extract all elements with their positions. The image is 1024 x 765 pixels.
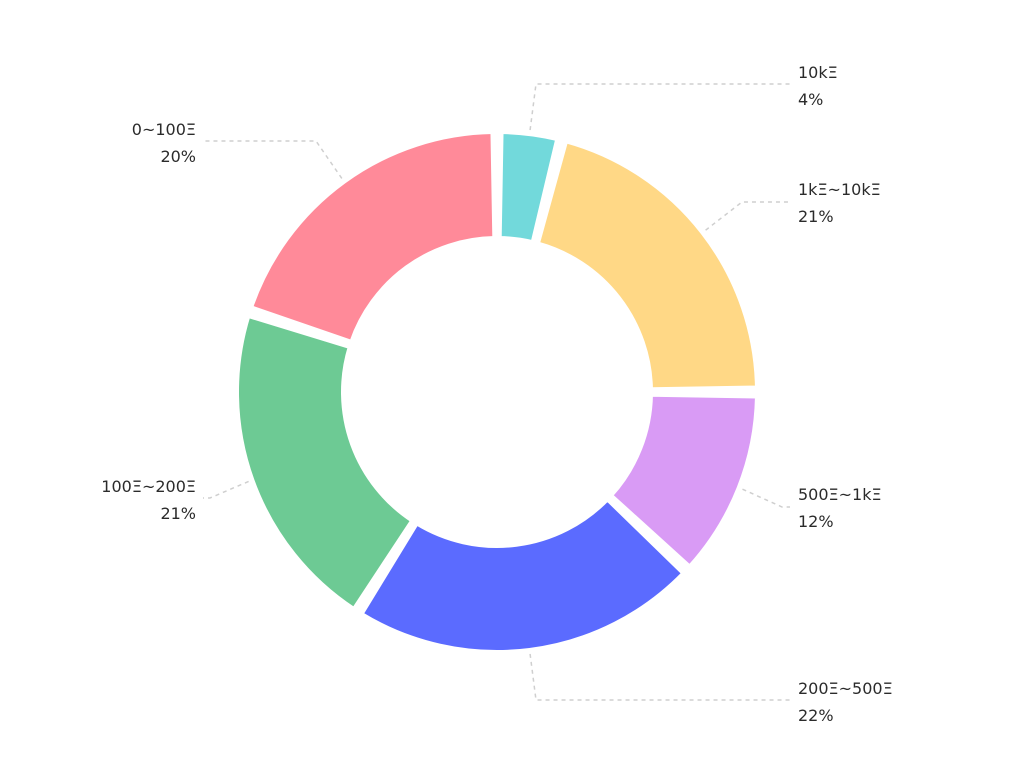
slice-category-label-0: 10kΞ [798, 63, 838, 82]
leader-line-3 [529, 653, 790, 701]
donut-slice-4 [235, 313, 415, 612]
donut-slice-3 [359, 497, 686, 654]
leader-line-5 [203, 140, 343, 179]
slice-category-label-2: 500Ξ~1kΞ [798, 485, 882, 504]
slice-value-label-3: 22% [798, 706, 834, 725]
slice-category-label-4: 100Ξ~200Ξ [101, 477, 196, 496]
donut-slice-2 [609, 392, 759, 569]
slice-category-label-1: 1kΞ~10kΞ [798, 180, 881, 199]
slices-layer [235, 130, 759, 654]
slice-category-label-5: 0~100Ξ [132, 120, 196, 139]
leader-line-1 [705, 201, 790, 231]
donut-slice-5 [249, 130, 497, 344]
leaders-layer [203, 83, 790, 701]
leader-line-4 [203, 480, 249, 499]
donut-slice-0 [497, 130, 560, 245]
leader-line-2 [742, 488, 790, 508]
slice-value-label-5: 20% [160, 147, 196, 166]
slice-value-label-2: 12% [798, 512, 834, 531]
labels-layer: 10kΞ 4% 1kΞ~10kΞ 21% 500Ξ~1kΞ 12% 200Ξ~500Ξ 22%… [101, 63, 892, 725]
slice-value-label-4: 21% [160, 504, 196, 523]
leader-line-0 [529, 83, 790, 131]
donut-slice-1 [535, 139, 759, 392]
slice-value-label-0: 4% [798, 90, 823, 109]
slice-value-label-1: 21% [798, 207, 834, 226]
slice-category-label-3: 200Ξ~500Ξ [798, 679, 893, 698]
